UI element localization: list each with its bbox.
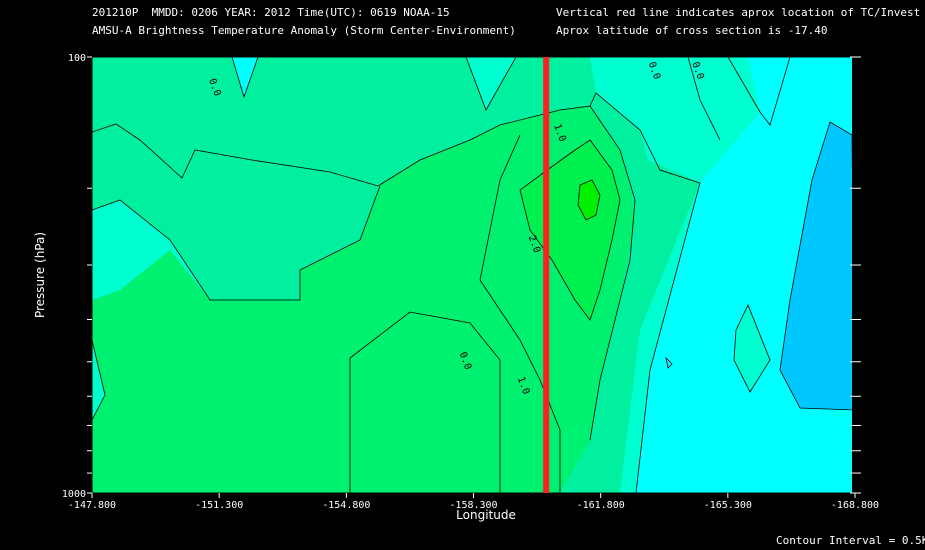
contour-fill-level-1-b <box>92 106 635 493</box>
contour-line-4 <box>92 185 381 301</box>
contour-line-3 <box>92 123 471 187</box>
contour-line-1 <box>231 57 259 99</box>
contour-line-5 <box>92 339 106 421</box>
x-tick-label: -154.800 <box>322 500 370 511</box>
contour-fill-group <box>92 57 855 493</box>
contour-fill-level-neg <box>780 122 855 410</box>
contour-line-9 <box>577 179 601 221</box>
contour-line-6 <box>349 311 501 493</box>
contour-line-16 <box>665 356 673 369</box>
x-tick-label: -147.800 <box>68 500 116 511</box>
y-axis: 1000 100 <box>62 53 861 500</box>
header-line1-left: 201210P MMDD: 0206 YEAR: 2012 Time(UTC):… <box>92 6 450 19</box>
contour-line-7 <box>589 105 636 441</box>
contour-line-2 <box>465 57 517 111</box>
x-tick-label: -168.800 <box>831 500 879 511</box>
x-axis-title: Longitude <box>456 508 516 522</box>
contour-line-12 <box>687 57 721 141</box>
contour-labels: 0.01.02.01.00.00.0 0.0 <box>206 60 706 396</box>
y-tick-label: 1000 <box>62 489 86 500</box>
y-tick-label: 100 <box>68 53 86 64</box>
x-tick-label: -158.300 <box>449 500 497 511</box>
contour-line-8 <box>519 139 621 321</box>
contour-fill-bottom-column <box>350 312 500 493</box>
x-tick-label: -161.800 <box>577 500 625 511</box>
contour-line-11 <box>479 134 561 493</box>
x-tick-label: -165.300 <box>704 500 752 511</box>
contour-interval-note: Contour Interval = 0.5K <box>776 534 925 547</box>
contour-line-15 <box>733 304 771 393</box>
header-line1-right: Vertical red line indicates aprox locati… <box>556 6 921 19</box>
contour-line-14 <box>779 121 855 411</box>
contour-line-13 <box>727 57 791 126</box>
header-line2-right: Aprox latitude of cross section is -17.4… <box>556 24 828 37</box>
header-line2-left: AMSU-A Brightness Temperature Anomaly (S… <box>92 24 516 37</box>
contour-fill-small-pocket <box>734 305 770 392</box>
contour-line-10 <box>469 92 701 493</box>
contour-fill-level-2 <box>578 180 600 220</box>
y-axis-title: Pressure (hPa) <box>33 232 47 318</box>
x-axis: -147.800 -151.300 -154.800 -158.300 -161.800… <box>68 493 879 511</box>
contour-lines-group <box>92 57 855 493</box>
x-tick-label: -151.300 <box>195 500 243 511</box>
